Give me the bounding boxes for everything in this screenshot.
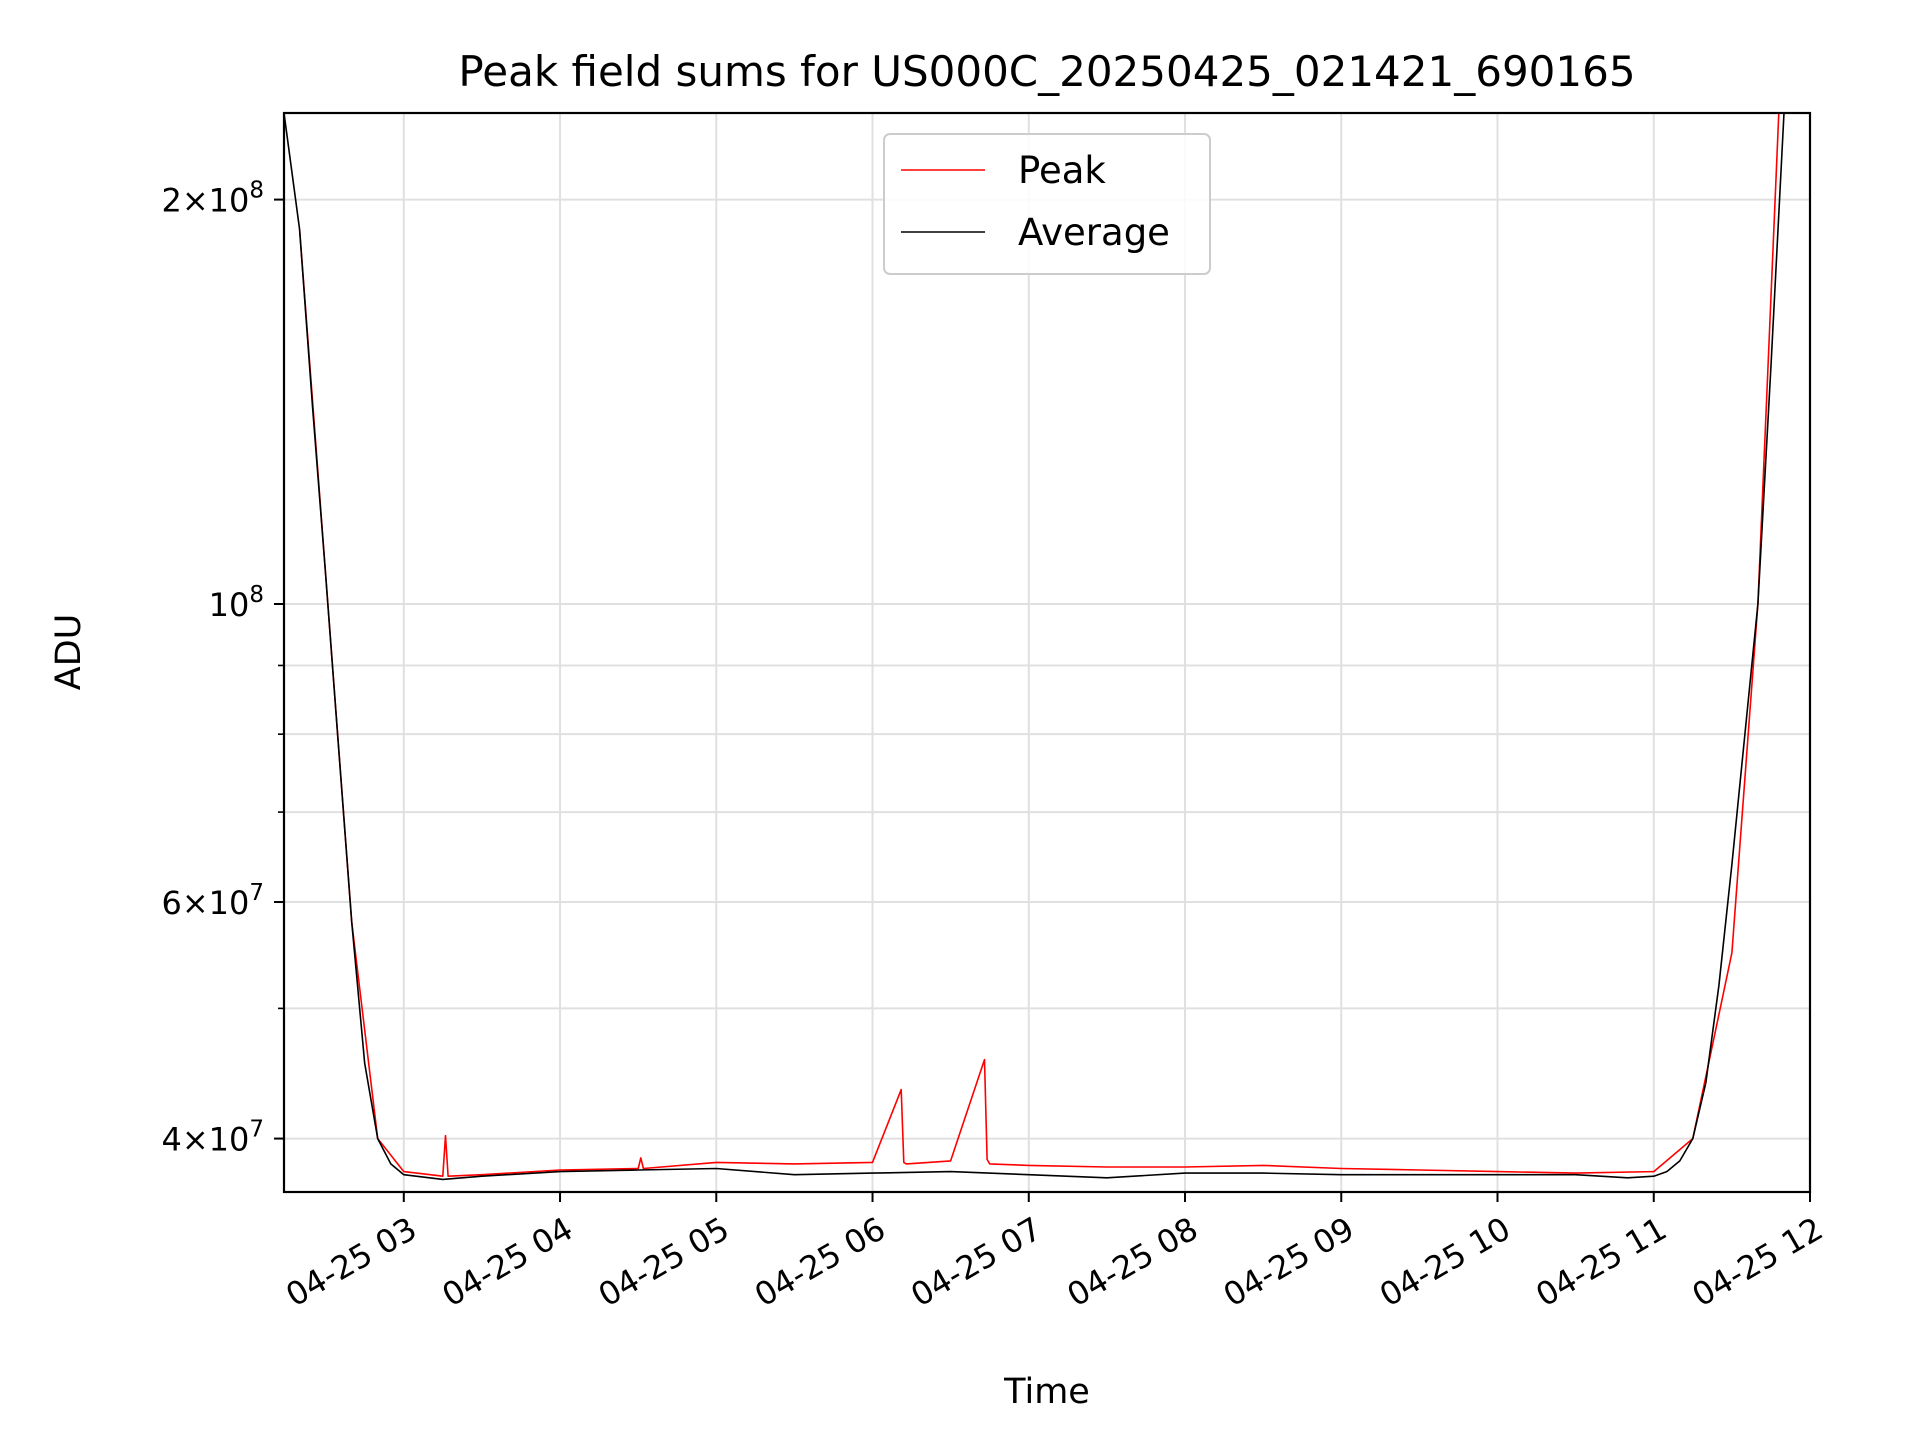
y-axis: 4×107 6×107 108 2×108 bbox=[161, 178, 284, 1159]
y-tick-label: 4×107 bbox=[161, 1117, 264, 1159]
chart-title: Peak field sums for US000C_20250425_0214… bbox=[458, 47, 1635, 96]
plot-frame bbox=[282, 111, 1812, 1194]
y-tick-label: 2×108 bbox=[161, 178, 264, 220]
legend-label-average: Average bbox=[1018, 211, 1170, 254]
legend-label-peak: Peak bbox=[1018, 149, 1106, 192]
y-tick-label: 108 bbox=[209, 582, 264, 624]
y-tick-label: 6×107 bbox=[161, 880, 264, 922]
series-layer bbox=[284, 113, 1785, 1181]
legend-box bbox=[883, 133, 1211, 275]
series-line-average bbox=[284, 113, 1785, 1181]
legend: Peak Average bbox=[883, 133, 1211, 275]
x-axis-label: Time bbox=[1003, 1372, 1090, 1412]
series-line-peak bbox=[298, 113, 1780, 1177]
y-axis-label: ADU bbox=[49, 614, 89, 691]
